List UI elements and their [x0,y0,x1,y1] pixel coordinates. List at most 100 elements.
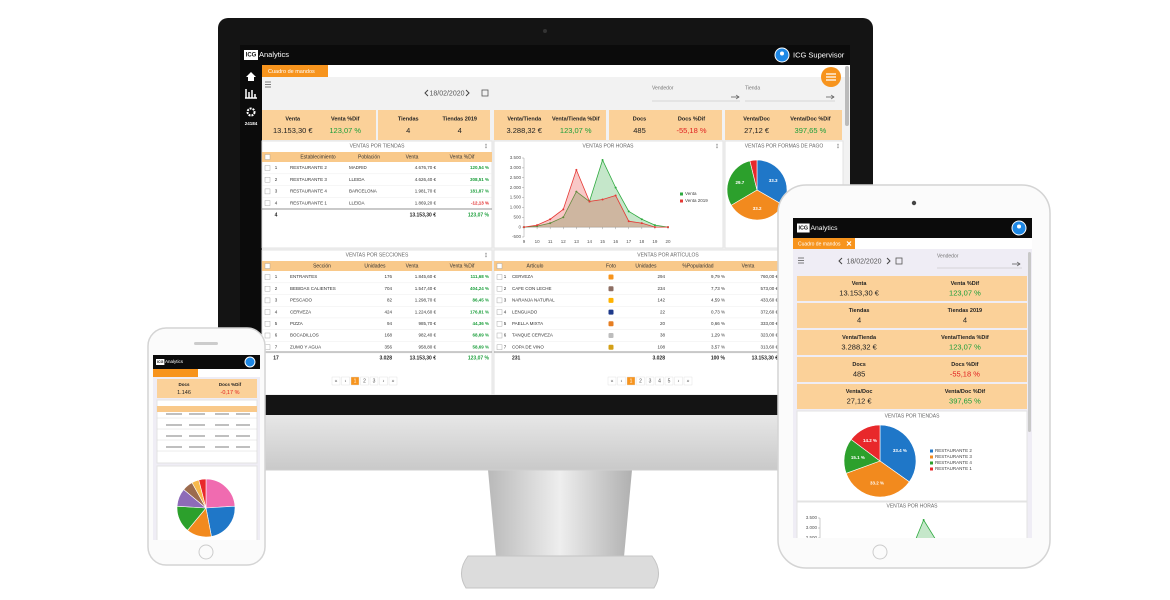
kpi-value: 123,07 % [949,342,981,351]
table-cell: RESTAURANTE 1 [290,200,327,205]
close-icon[interactable] [846,241,852,246]
x-tick-label: 9 [523,239,526,244]
panel [796,410,1028,502]
checkbox [496,297,503,304]
series-point [836,586,838,588]
home-button[interactable] [198,544,214,560]
page-button[interactable] [664,376,674,386]
checkbox [264,200,271,206]
kpi-value: 27,12 € [744,126,770,135]
kpi-value: 1.146 [177,390,191,396]
table-cell: 294 [657,274,665,279]
page-button[interactable] [388,376,398,386]
column-header: Sección [313,263,331,269]
calendar-icon[interactable] [895,257,903,265]
tab[interactable] [153,369,198,377]
series-point [601,198,604,201]
chart-icon[interactable] [245,89,257,99]
page-label: « [335,378,338,384]
hamburger[interactable] [798,257,804,264]
table-cell: 176,81 % [470,309,489,314]
settings-icon[interactable] [246,107,256,117]
more-icon [716,143,718,145]
filter-arrow[interactable] [1012,261,1021,267]
series-point [562,208,565,211]
kpi-label: Tiendas 2019 [948,308,982,314]
kpi-value: 13.153,30 € [839,288,879,297]
page-button[interactable] [683,376,693,386]
series-point [601,158,604,161]
tab-label: Cuadro de mandos [798,241,841,247]
app-name: Analytics [259,50,289,59]
hamburger[interactable] [265,81,271,88]
column-header: Venta %Dif [450,263,475,269]
slice-label: 33.3 [769,178,778,183]
series-point [614,186,617,189]
page-button[interactable] [341,376,350,386]
date-arrows[interactable] [838,257,891,265]
tab[interactable] [262,65,328,77]
table-cell: PAELLA MIXTA [512,321,543,326]
kpi-value: 4 [458,126,462,135]
page-button[interactable] [617,376,626,386]
page-button[interactable] [360,376,369,386]
page-button[interactable] [379,376,388,386]
page-button[interactable] [607,376,617,386]
y-tick-label: 3.000 [806,525,818,530]
table-cell: RESTAURANTE 3 [290,177,327,182]
more-icon [485,256,487,258]
kpi-label: Tiendas [398,116,419,122]
table-cell: 181,87 % [470,189,489,194]
series-point [871,577,873,579]
kpi-label: Docs %Dif [678,116,705,122]
filter-arrows[interactable] [731,94,835,100]
page-button[interactable] [626,376,636,386]
avatar[interactable] [244,356,256,368]
table-rows [157,417,257,452]
series-point [562,216,565,219]
calendar-icon[interactable] [481,89,489,97]
panel-title: VENTAS POR TIENDAS [350,143,405,149]
scrollbar[interactable] [1028,252,1031,432]
table-cell: 7 [504,344,507,349]
page-button[interactable] [645,376,655,386]
series-point [575,190,578,193]
x-tick-label: 16 [613,239,619,244]
series-point [536,224,539,227]
page-label: 1 [354,378,357,384]
y-tick-label: 3.500 [806,515,818,520]
monitor-base [461,555,659,589]
page-button[interactable] [655,376,664,386]
column-header: Venta [406,154,419,160]
page-button[interactable] [350,376,360,386]
page-button[interactable] [674,376,683,386]
kpi-card [797,303,1027,328]
scrollbar[interactable] [845,66,849,126]
panel [796,501,1028,538]
page-button[interactable] [636,376,645,386]
date-arrows[interactable] [424,89,470,97]
panel [261,249,493,395]
page-button[interactable] [331,376,341,386]
table-cell: 0,66 % [711,321,725,326]
tab[interactable] [793,238,855,249]
series-point [1009,587,1011,589]
page-label: ‹ [345,378,347,384]
series-point [653,226,656,229]
table-cell: 1 [275,274,278,279]
series-point [819,587,821,589]
kpi-label: Venta/Tienda %Dif [941,335,989,341]
home-button[interactable] [872,544,888,560]
checkbox [264,154,271,160]
page-button[interactable] [369,376,379,386]
kpi-label: Venta %Dif [331,116,360,122]
table-cell: NARANJA NATURAL [512,298,555,303]
top-bar [240,45,850,65]
kpi-card [797,384,1027,409]
y-tick-label: 3.500 [510,155,522,160]
pie-slice [879,424,917,483]
home-icon[interactable] [246,72,256,81]
column-header: Venta [406,263,419,269]
series-point [957,571,959,573]
top-bar [153,355,260,369]
